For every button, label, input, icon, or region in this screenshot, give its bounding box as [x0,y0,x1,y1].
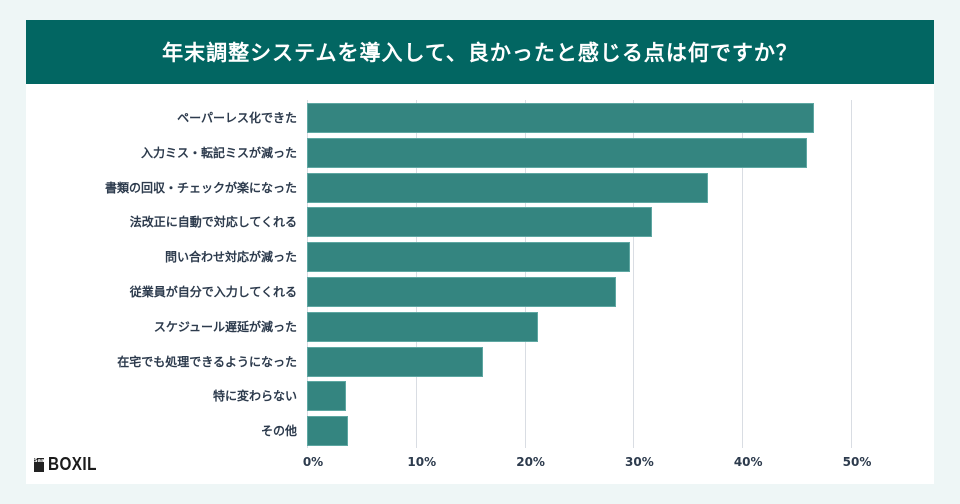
gridline [307,100,308,448]
x-tick-label: 50% [842,455,872,469]
logo-text: BOXIL [48,454,97,474]
chart-header: 年末調整システムを導入して、良かったと感じる点は何ですか？ [26,20,934,84]
gridline [415,100,417,448]
saas-mark-icon: SaaS [34,457,48,472]
bar [307,207,652,238]
category-label: 従業員が自分で入力してくれる [129,285,297,299]
x-tick-label: 40% [733,455,763,469]
category-label: スケジュール遅延が減った [153,319,297,334]
category-label: 法改正に自動で対応してくれる [129,215,297,230]
gridline [633,100,635,448]
category-label: 書類の回収・チェックが楽になった [104,180,297,195]
gridline [524,100,526,448]
x-tick-label: 30% [625,455,654,469]
category-label: 在宅でも処理できるようになった [117,354,297,369]
bar [307,381,347,412]
bar [307,172,709,203]
bar [307,416,349,447]
gridline [742,100,744,448]
category-label: 入力ミス・転記ミスが減った [140,145,297,160]
bar [307,277,616,307]
x-tick-label: 0% [302,455,324,469]
chart-card: 年末調整システムを導入して、良かったと感じる点は何ですか？ 0% 10% 20% 30… [26,20,934,484]
boxil-logo: SaaS BOXIL [34,454,106,475]
gridline [851,100,852,448]
bar [307,346,484,377]
category-label: その他 [260,424,297,439]
plot-area: 0% 10% 20% 30% 40% 50% ペーパーレス化できた入力ミス・転記ミスが減った… [105,100,907,469]
bar [307,103,814,133]
category-label: ペーパーレス化できた [177,111,297,125]
bar [307,311,538,342]
category-label: 特に変わらない [212,389,297,404]
x-tick-label: 10% [407,455,437,469]
chart-title: 年末調整システムを導入して、良かったと感じる点は何ですか？ [162,41,798,65]
x-tick-label: 20% [516,455,545,469]
category-label: 問い合わせ対応が減った [164,250,297,265]
bar [307,137,808,168]
bar [307,242,631,273]
